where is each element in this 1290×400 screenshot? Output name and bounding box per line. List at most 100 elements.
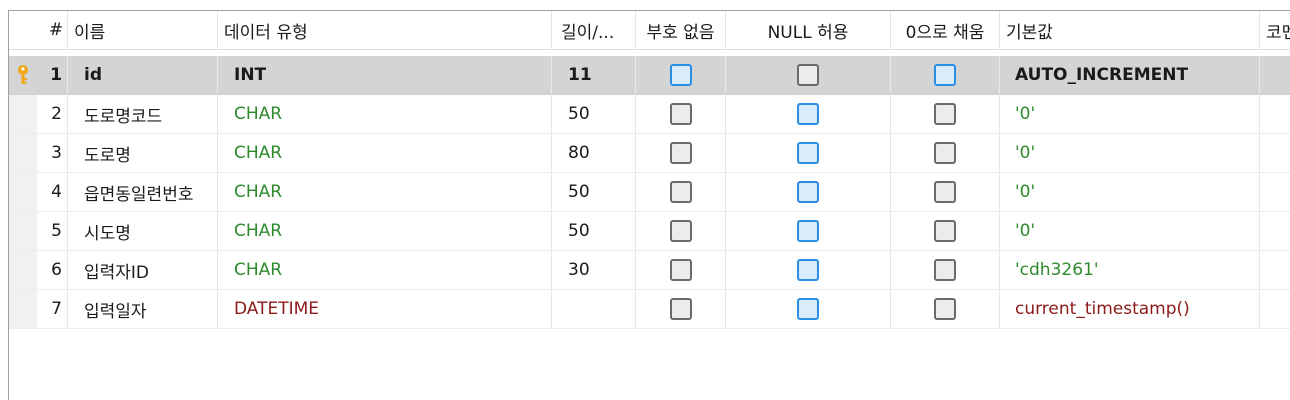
header-allow-null[interactable]: NULL 허용 <box>726 11 891 50</box>
table-row[interactable]: 2 도로명코드 CHAR 50 '0' <box>9 95 1290 134</box>
unsigned-checkbox[interactable] <box>669 181 692 203</box>
column-name-cell[interactable]: 도로명 <box>68 134 218 173</box>
default-value-cell[interactable]: '0' <box>1000 212 1260 251</box>
row-number[interactable]: 3 <box>37 134 68 173</box>
default-value-cell[interactable]: AUTO_INCREMENT <box>1000 56 1260 95</box>
header-unsigned[interactable]: 부호 없음 <box>636 11 726 50</box>
unsigned-checkbox[interactable] <box>669 259 692 281</box>
column-name-cell[interactable]: 도로명코드 <box>68 95 218 134</box>
zerofill-cell[interactable] <box>891 173 1000 212</box>
column-name-cell[interactable]: 입력자ID <box>68 251 218 290</box>
allow-null-cell[interactable] <box>726 56 891 95</box>
comment-cell[interactable] <box>1260 290 1290 329</box>
header-name[interactable]: 이름 <box>68 11 218 50</box>
default-value-cell[interactable]: '0' <box>1000 173 1260 212</box>
allow-null-cell[interactable] <box>726 134 891 173</box>
allow-null-cell[interactable] <box>726 173 891 212</box>
column-name-cell[interactable]: 시도명 <box>68 212 218 251</box>
allow-null-checkbox[interactable] <box>797 142 819 164</box>
data-type-cell[interactable]: CHAR <box>218 173 552 212</box>
zerofill-checkbox[interactable] <box>934 259 956 281</box>
allow-null-cell[interactable] <box>726 95 891 134</box>
zerofill-checkbox[interactable] <box>934 298 956 320</box>
header-default[interactable]: 기본값 <box>1000 11 1260 50</box>
allow-null-checkbox[interactable] <box>797 259 819 281</box>
zerofill-cell[interactable] <box>891 134 1000 173</box>
length-cell[interactable]: 30 <box>552 251 636 290</box>
data-type-cell[interactable]: CHAR <box>218 95 552 134</box>
header-type[interactable]: 데이터 유형 <box>218 11 552 50</box>
column-name-cell[interactable]: 입력일자 <box>68 290 218 329</box>
default-value-cell[interactable]: '0' <box>1000 95 1260 134</box>
zerofill-cell[interactable] <box>891 95 1000 134</box>
zerofill-checkbox[interactable] <box>934 220 956 242</box>
default-value-cell[interactable]: '0' <box>1000 134 1260 173</box>
table-row[interactable]: 3 도로명 CHAR 80 '0' <box>9 134 1290 173</box>
unsigned-cell[interactable] <box>636 212 726 251</box>
header-num[interactable]: # <box>37 11 68 50</box>
zerofill-cell[interactable] <box>891 290 1000 329</box>
length-cell[interactable]: 80 <box>552 134 636 173</box>
data-type-cell[interactable]: INT <box>218 56 552 95</box>
allow-null-checkbox[interactable] <box>797 103 819 125</box>
row-number[interactable]: 1 <box>37 56 68 95</box>
column-name-cell[interactable]: 읍면동일련번호 <box>68 173 218 212</box>
row-number[interactable]: 7 <box>37 290 68 329</box>
length-cell[interactable] <box>552 290 636 329</box>
data-type-cell[interactable]: CHAR <box>218 251 552 290</box>
unsigned-cell[interactable] <box>636 134 726 173</box>
comment-cell[interactable] <box>1260 212 1290 251</box>
header-zerofill[interactable]: 0으로 채움 <box>891 11 1000 50</box>
data-type-cell[interactable]: CHAR <box>218 212 552 251</box>
zerofill-checkbox[interactable] <box>934 142 956 164</box>
unsigned-checkbox[interactable] <box>669 103 692 125</box>
header-comment[interactable]: 코멘트 <box>1260 11 1290 50</box>
comment-cell[interactable] <box>1260 173 1290 212</box>
zerofill-cell[interactable] <box>891 212 1000 251</box>
comment-cell[interactable] <box>1260 251 1290 290</box>
column-name-cell[interactable]: id <box>68 56 218 95</box>
zerofill-checkbox[interactable] <box>934 64 956 86</box>
table-row[interactable]: 5 시도명 CHAR 50 '0' <box>9 212 1290 251</box>
default-value-cell[interactable]: 'cdh3261' <box>1000 251 1260 290</box>
length-cell[interactable]: 50 <box>552 95 636 134</box>
zerofill-cell[interactable] <box>891 251 1000 290</box>
table-row[interactable]: 4 읍면동일련번호 CHAR 50 '0' <box>9 173 1290 212</box>
allow-null-cell[interactable] <box>726 290 891 329</box>
length-cell[interactable]: 50 <box>552 173 636 212</box>
allow-null-checkbox[interactable] <box>797 220 819 242</box>
comment-cell[interactable] <box>1260 134 1290 173</box>
allow-null-checkbox[interactable] <box>797 64 819 86</box>
row-number[interactable]: 2 <box>37 95 68 134</box>
table-row[interactable]: 7 입력일자 DATETIME current_timestamp() <box>9 290 1290 329</box>
table-row[interactable]: 1 id INT 11 AUTO_INCREMENT <box>9 56 1290 95</box>
unsigned-cell[interactable] <box>636 95 726 134</box>
zerofill-checkbox[interactable] <box>934 103 956 125</box>
unsigned-checkbox[interactable] <box>669 220 692 242</box>
length-cell[interactable]: 50 <box>552 212 636 251</box>
row-number[interactable]: 6 <box>37 251 68 290</box>
unsigned-checkbox[interactable] <box>669 142 692 164</box>
row-number[interactable]: 4 <box>37 173 68 212</box>
unsigned-cell[interactable] <box>636 251 726 290</box>
data-type-cell[interactable]: CHAR <box>218 134 552 173</box>
allow-null-checkbox[interactable] <box>797 181 819 203</box>
allow-null-cell[interactable] <box>726 212 891 251</box>
allow-null-checkbox[interactable] <box>797 298 819 320</box>
unsigned-checkbox[interactable] <box>669 298 692 320</box>
comment-cell[interactable] <box>1260 95 1290 134</box>
zerofill-checkbox[interactable] <box>934 181 956 203</box>
unsigned-cell[interactable] <box>636 290 726 329</box>
table-row[interactable]: 6 입력자ID CHAR 30 'cdh3261' <box>9 251 1290 290</box>
zerofill-cell[interactable] <box>891 56 1000 95</box>
length-cell[interactable]: 11 <box>552 56 636 95</box>
row-number[interactable]: 5 <box>37 212 68 251</box>
unsigned-cell[interactable] <box>636 173 726 212</box>
default-value-cell[interactable]: current_timestamp() <box>1000 290 1260 329</box>
unsigned-checkbox[interactable] <box>669 64 692 86</box>
data-type-cell[interactable]: DATETIME <box>218 290 552 329</box>
unsigned-cell[interactable] <box>636 56 726 95</box>
allow-null-cell[interactable] <box>726 251 891 290</box>
header-length[interactable]: 길이/... <box>552 11 636 50</box>
comment-cell[interactable] <box>1260 56 1290 95</box>
